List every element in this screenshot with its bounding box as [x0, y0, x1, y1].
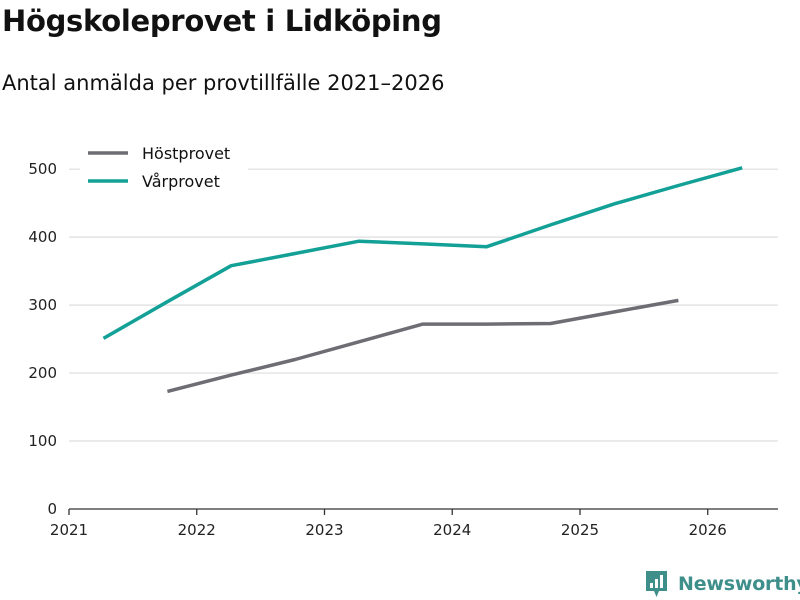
gridlines — [69, 168, 778, 442]
newsworthy-logo-icon — [646, 571, 667, 597]
brand-name: Newsworthy — [678, 573, 800, 595]
legend-label: Höstprovet — [142, 144, 230, 163]
chart-title: Högskoleprovet i Lidköping — [2, 4, 442, 38]
x-tick-label: 2026 — [689, 521, 727, 539]
chart-subtitle: Antal anmälda per provtillfälle 2021–202… — [2, 71, 445, 95]
y-tick-label: 300 — [28, 296, 57, 314]
x-tick-label: 2022 — [178, 521, 216, 539]
series-line-hostprovet — [166, 298, 679, 394]
series-line-varprovet — [102, 166, 743, 340]
legend-background — [80, 140, 248, 198]
y-tick-label: 400 — [28, 228, 57, 246]
y-tick-label: 0 — [47, 500, 57, 518]
y-tick-label: 200 — [28, 364, 57, 382]
legend: Höstprovet Vårprovet — [80, 140, 248, 198]
x-tick-label: 2023 — [305, 521, 343, 539]
axes: 0 100 200 300 400 500 2021 2022 2023 2024 2025 2026 — [28, 160, 778, 539]
y-tick-label: 100 — [28, 432, 57, 450]
x-tick-label: 2024 — [433, 521, 471, 539]
y-tick-label: 500 — [28, 160, 57, 178]
series-lines — [102, 166, 743, 394]
brand-logo: Newsworthy — [644, 568, 800, 600]
x-tick-label: 2025 — [561, 521, 599, 539]
x-tick-label: 2021 — [50, 521, 88, 539]
legend-label: Vårprovet — [142, 172, 220, 191]
